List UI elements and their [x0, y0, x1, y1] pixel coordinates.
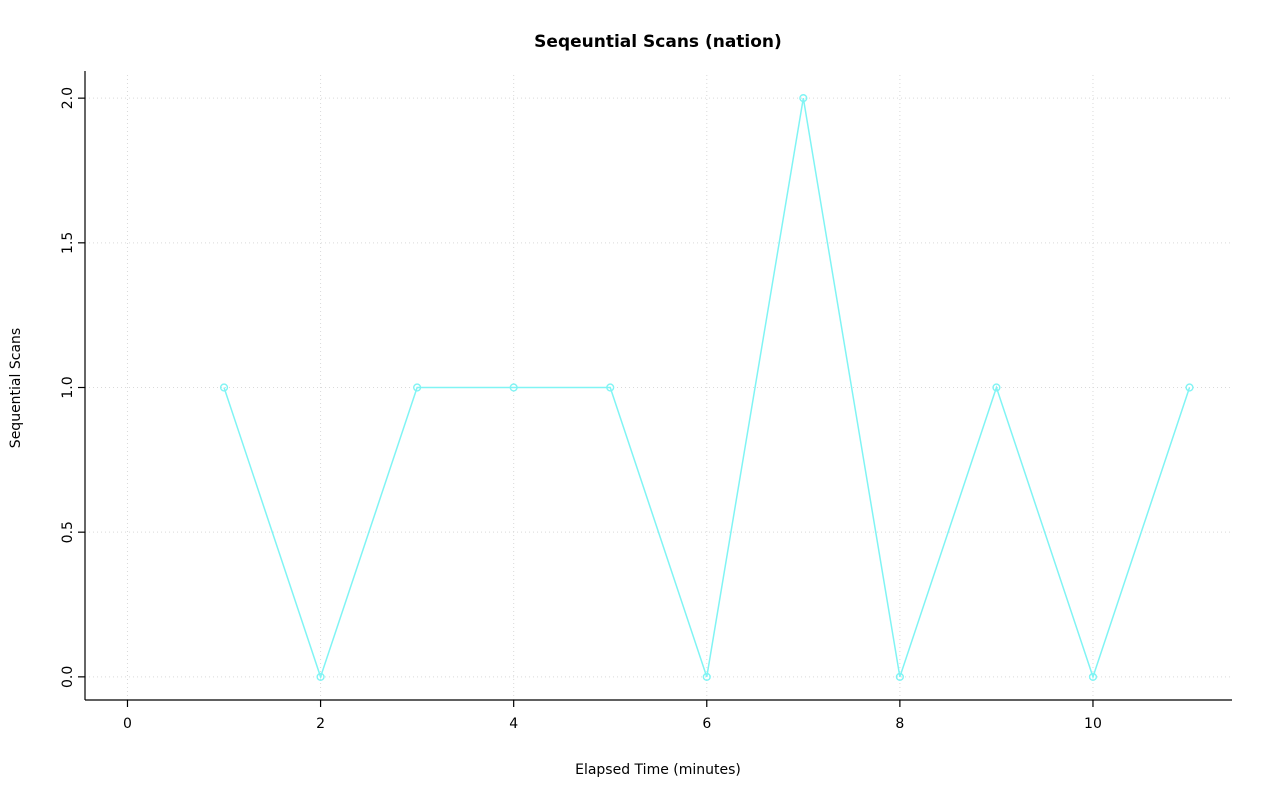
y-tick-label: 0.0: [60, 666, 76, 688]
x-axis-label: Elapsed Time (minutes): [575, 762, 741, 778]
series-line: [223, 98, 1191, 680]
data-point-marker: [316, 672, 325, 681]
y-axis-label: Sequential Scans: [8, 328, 24, 448]
data-point-marker: [1088, 672, 1098, 681]
data-point-marker: [219, 383, 229, 392]
data-point-marker: [992, 383, 1001, 392]
x-tick-label: 0: [123, 716, 132, 732]
chart-dynamic-layer: 0 2 4 6 8 10 0.0 0.5 1.0 1.5 2.0: [60, 71, 1232, 732]
chart-title: Seqeuntial Scans (nation): [534, 32, 782, 52]
data-point-marker: [702, 672, 711, 681]
y-tick-label: 0.5: [60, 521, 76, 543]
data-point-marker: [413, 383, 422, 392]
y-tick-label: 2.0: [60, 87, 76, 109]
y-tick-label: 1.5: [60, 232, 76, 254]
x-tick-label: 6: [702, 716, 711, 732]
x-tick-label: 8: [895, 716, 904, 732]
y-tick-label: 1.0: [60, 376, 76, 398]
x-tick-label: 2: [316, 716, 325, 732]
data-point-marker: [895, 672, 904, 681]
data-point-marker: [509, 383, 518, 392]
data-point-marker: [606, 383, 615, 392]
data-point-marker: [1185, 383, 1194, 392]
x-tick-label: 4: [509, 716, 518, 732]
data-point-marker: [799, 94, 808, 103]
x-tick-label: 10: [1084, 716, 1102, 732]
